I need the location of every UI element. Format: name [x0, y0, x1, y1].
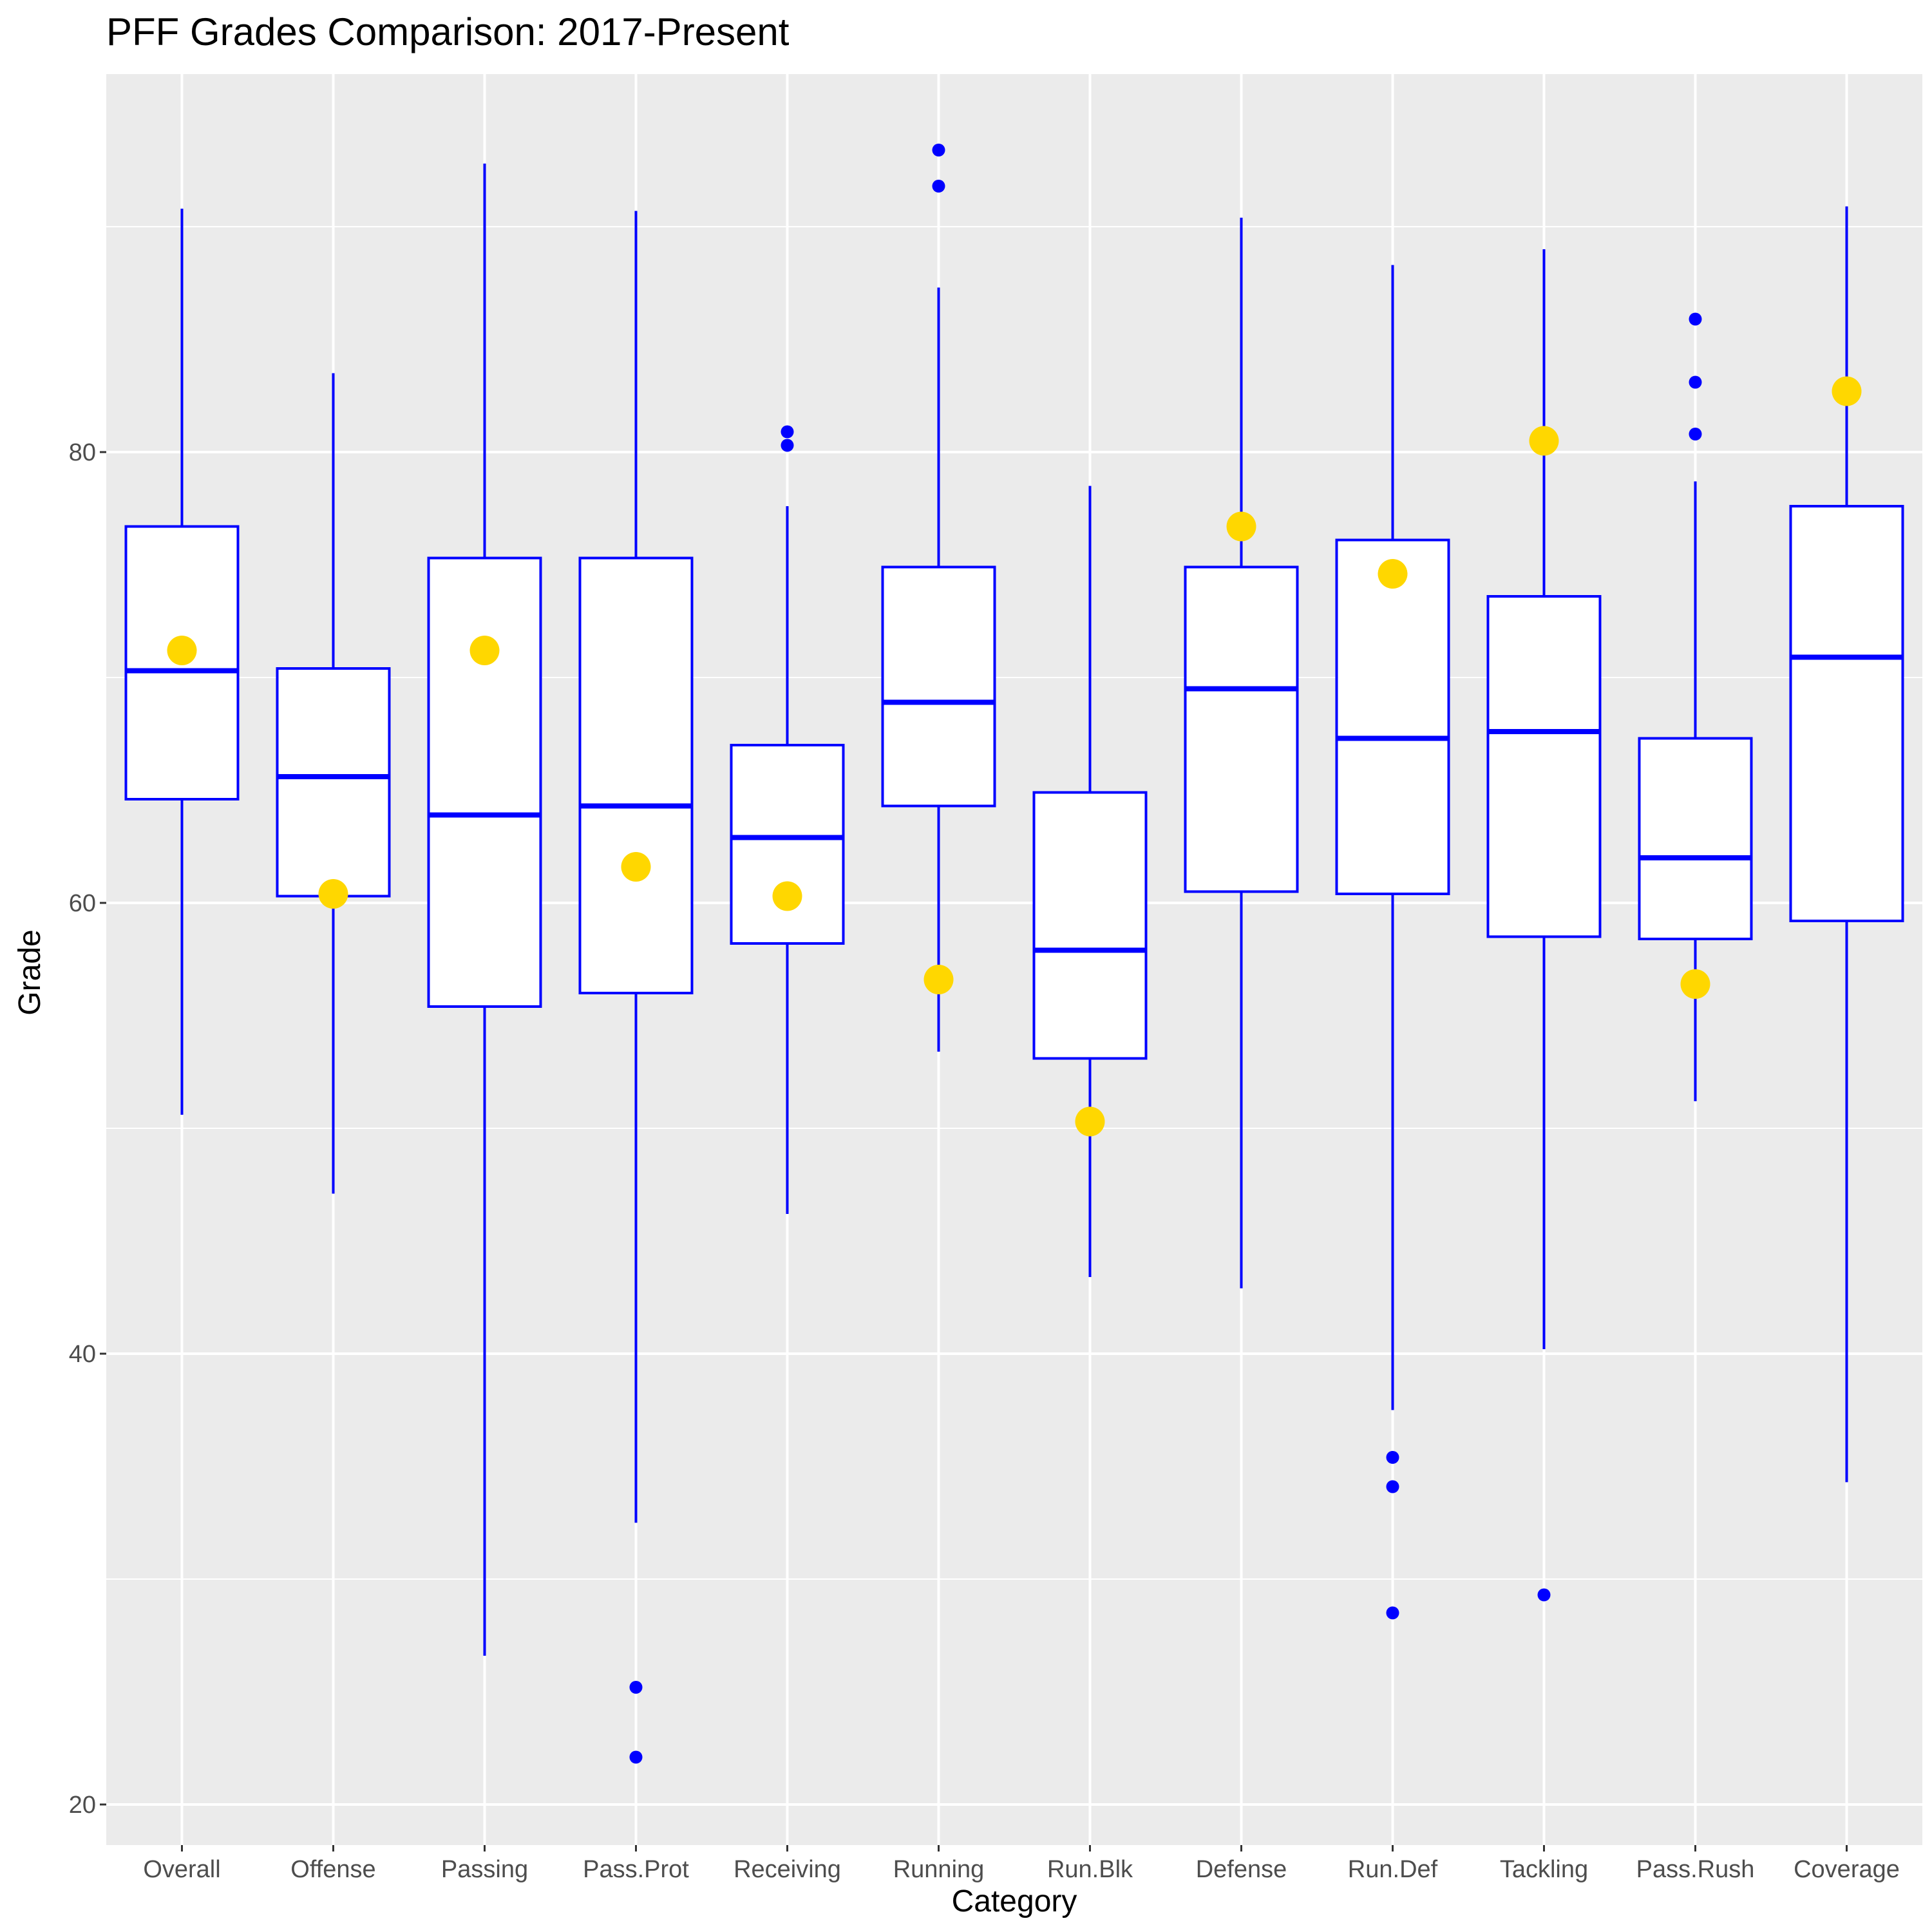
outlier-point	[1537, 1588, 1551, 1602]
highlight-point	[167, 636, 197, 665]
outlier-point	[932, 144, 945, 156]
y-axis: 20 40 60 80	[69, 439, 106, 1819]
highlight-point	[318, 879, 348, 909]
box-pass-rush	[1638, 312, 1753, 1101]
highlight-point	[621, 852, 651, 882]
x-tick-label: Run.Def	[1348, 1856, 1438, 1883]
box-offense	[276, 373, 391, 1194]
outlier-point	[932, 180, 945, 193]
outlier-point	[781, 425, 794, 439]
box-run-def	[1335, 265, 1450, 1620]
box-coverage	[1789, 206, 1904, 1482]
x-tick-label: Receiving	[734, 1856, 841, 1883]
chart-title: PFF Grades Comparison: 2017-Present	[106, 10, 790, 53]
iqr-box	[276, 667, 391, 898]
plot-panel	[106, 74, 1922, 1845]
highlight-point	[1680, 969, 1710, 999]
iqr-box	[730, 744, 845, 945]
y-tick-label: 40	[69, 1341, 96, 1368]
iqr-box	[578, 556, 694, 994]
x-tick-label: Pass.Rush	[1636, 1856, 1755, 1883]
x-tick-label: Run.Blk	[1047, 1856, 1133, 1883]
box-running	[881, 144, 996, 1052]
outlier-point	[1386, 1451, 1399, 1464]
box-series	[124, 144, 1904, 1764]
y-tick-label: 20	[69, 1792, 96, 1819]
minor-gridlines	[106, 226, 1922, 1580]
x-tick-label: Coverage	[1794, 1856, 1900, 1883]
x-tick-label: Running	[893, 1856, 985, 1883]
highlight-point	[1529, 426, 1559, 456]
iqr-box	[1789, 505, 1904, 922]
outlier-point	[1386, 1606, 1399, 1620]
outlier-point	[1689, 375, 1702, 389]
outlier-point	[629, 1681, 643, 1694]
highlight-point	[1832, 376, 1862, 406]
outlier-point	[1689, 312, 1702, 326]
outlier-point	[1689, 428, 1702, 440]
highlight-point	[772, 881, 802, 911]
x-tick-label: Tackling	[1500, 1856, 1588, 1883]
highlight-point	[1075, 1106, 1105, 1137]
outlier-point	[781, 439, 794, 452]
x-tick-label: Offense	[290, 1856, 375, 1883]
y-tick-label: 80	[69, 439, 96, 466]
iqr-box	[1184, 565, 1299, 893]
box-pass-prot	[578, 211, 694, 1764]
highlight-point	[1226, 511, 1256, 542]
box-run-blk	[1032, 486, 1148, 1277]
x-tick-label: Defense	[1196, 1856, 1287, 1883]
iqr-box	[1335, 538, 1450, 895]
outlier-point	[1386, 1480, 1399, 1493]
x-axis: Overall Offense Passing Pass.Prot Receiving R…	[143, 1845, 1900, 1883]
box-defense	[1184, 218, 1299, 1289]
x-tick-label: Overall	[143, 1856, 220, 1883]
highlight-series	[167, 376, 1862, 1137]
iqr-box	[1032, 791, 1148, 1060]
box-tackling	[1486, 249, 1602, 1602]
highlight-point	[1378, 559, 1408, 589]
x-tick-label: Passing	[441, 1856, 528, 1883]
iqr-box	[881, 565, 996, 808]
x-axis-title: Category	[952, 1884, 1077, 1918]
outlier-point	[629, 1750, 643, 1764]
box-passing	[427, 164, 542, 1656]
highlight-point	[469, 636, 500, 665]
y-axis-title: Grade	[13, 929, 47, 1015]
iqr-box	[1486, 595, 1602, 938]
y-tick-label: 60	[69, 890, 96, 917]
highlight-point	[923, 965, 954, 994]
x-tick-label: Pass.Prot	[583, 1856, 689, 1883]
iqr-box	[427, 556, 542, 1008]
iqr-box	[1638, 737, 1753, 940]
